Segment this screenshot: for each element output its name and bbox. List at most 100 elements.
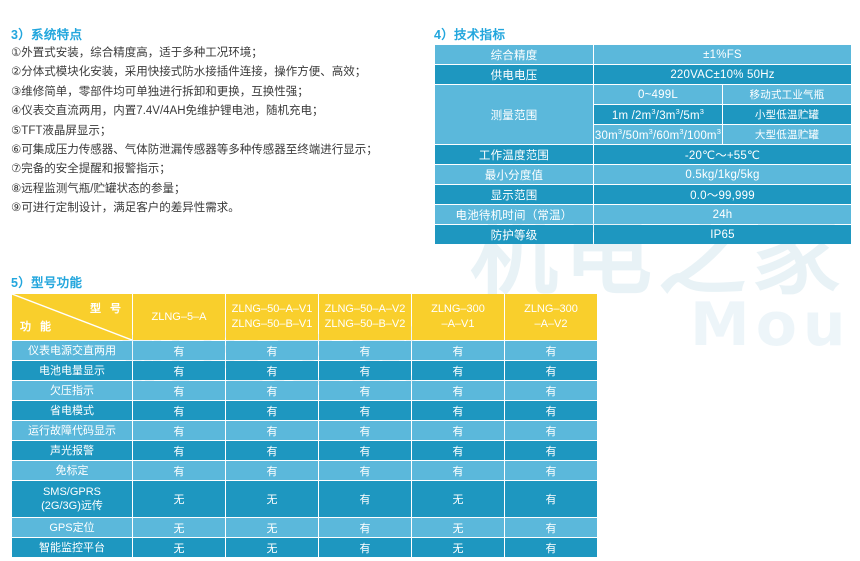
spec-label: 防护等级 <box>435 225 593 244</box>
model-cell: 有 <box>319 401 411 420</box>
model-cell: 有 <box>505 481 597 517</box>
model-cell: 有 <box>133 381 225 400</box>
model-table-row: 免标定有有有有有 <box>12 461 597 480</box>
model-cell: 有 <box>505 441 597 460</box>
model-column-header: ZLNG–5–A <box>133 294 225 340</box>
model-cell: 无 <box>133 538 225 557</box>
spec-row: 30m3/50m3/60m3/100m3 大型低温贮罐 <box>435 125 851 144</box>
model-cell: 有 <box>412 401 504 420</box>
spec-label: 工作温度范围 <box>435 145 593 164</box>
spec-subvalue: 30m3/50m3/60m3/100m3 <box>594 125 722 144</box>
model-cell: 无 <box>412 518 504 537</box>
model-table-row: 省电模式有有有有有 <box>12 401 597 420</box>
model-row-label: 声光报警 <box>12 441 132 460</box>
spec-value: 0.0～99,999 <box>594 185 851 204</box>
model-table-row: 欠压指示有有有有有 <box>12 381 597 400</box>
model-column-header: ZLNG–300 –A–V2 <box>505 294 597 340</box>
spec-value: 220VAC±10% 50Hz <box>594 65 851 84</box>
spec-label: 显示范围 <box>435 185 593 204</box>
model-cell: 有 <box>319 341 411 360</box>
model-cell: 有 <box>319 461 411 480</box>
model-cell: 有 <box>319 481 411 517</box>
spec-row: 电池待机时间（常温） 24h <box>435 205 851 224</box>
spec-label: 综合精度 <box>435 45 593 64</box>
spec-row: 测量范围 0~499L 移动式工业气瓶 <box>435 85 851 144</box>
model-cell: 有 <box>319 538 411 557</box>
model-cell: 有 <box>319 361 411 380</box>
watermark-text-tertiary: Mou <box>690 290 852 360</box>
spec-label: 供电电压 <box>435 65 593 84</box>
spec-value: 24h <box>594 205 851 224</box>
feature-line: ⑨可进行定制设计，满足客户的差异性需求。 <box>11 202 240 215</box>
model-cell: 有 <box>505 538 597 557</box>
model-table-row: SMS/GPRS (2G/3G)远传无无有无有 <box>12 481 597 517</box>
model-cell: 无 <box>412 481 504 517</box>
model-cell: 有 <box>505 381 597 400</box>
spec-subnote: 移动式工业气瓶 <box>723 85 851 104</box>
spec-row: 防护等级 IP65 <box>435 225 851 244</box>
model-cell: 有 <box>226 341 318 360</box>
model-table-row: GPS定位无无有无有 <box>12 518 597 537</box>
model-row-label: 省电模式 <box>12 401 132 420</box>
model-cell: 有 <box>226 381 318 400</box>
model-column-header: ZLNG–300 –A–V1 <box>412 294 504 340</box>
model-cell: 无 <box>412 538 504 557</box>
model-cell: 有 <box>133 461 225 480</box>
model-cell: 有 <box>319 381 411 400</box>
model-column-header: ZLNG–50–A–V1 ZLNG–50–B–V1 <box>226 294 318 340</box>
model-row-label: 运行故障代码显示 <box>12 421 132 440</box>
model-table-row: 声光报警有有有有有 <box>12 441 597 460</box>
spec-label: 测量范围 <box>435 85 593 144</box>
model-cell: 有 <box>133 441 225 460</box>
model-header-row: 型 号功 能 ZLNG–5–A ZLNG–50–A–V1 ZLNG–50–B–V1 ZL… <box>12 294 597 340</box>
spec-subnote: 小型低温贮罐 <box>723 105 851 124</box>
model-cell: 有 <box>319 421 411 440</box>
model-row-label: 免标定 <box>12 461 132 480</box>
spec-row: 工作温度范围 -20℃～+55℃ <box>435 145 851 164</box>
model-cell: 有 <box>133 341 225 360</box>
feature-line: ②分体式模块化安装，采用快接式防水接插件连接，操作方便、高效； <box>11 66 367 79</box>
model-row-label: 智能监控平台 <box>12 538 132 557</box>
model-row-label: SMS/GPRS (2G/3G)远传 <box>12 481 132 517</box>
spec-value: 0.5kg/1kg/5kg <box>594 165 851 184</box>
feature-line: ⑦完备的安全提醒和报警指示； <box>11 163 171 176</box>
model-table-body: 型 号功 能 ZLNG–5–A ZLNG–50–A–V1 ZLNG–50–B–V1 ZL… <box>12 294 597 557</box>
model-table-row: 运行故障代码显示有有有有有 <box>12 421 597 440</box>
spec-row: 最小分度值 0.5kg/1kg/5kg <box>435 165 851 184</box>
model-table-row: 仪表电源交直两用有有有有有 <box>12 341 597 360</box>
model-cell: 有 <box>505 401 597 420</box>
diagonal-divider-icon <box>12 294 132 340</box>
model-cell: 有 <box>505 421 597 440</box>
model-column-header: ZLNG–50–A–V2 ZLNG–50–B–V2 <box>319 294 411 340</box>
spec-row: 供电电压 220VAC±10% 50Hz <box>435 65 851 84</box>
spec-label: 电池待机时间（常温） <box>435 205 593 224</box>
spec-row: 显示范围 0.0～99,999 <box>435 185 851 204</box>
features-list: ①外置式安装，综合精度高，适于多种工况环境； ②分体式模块化安装，采用快接式防水接… <box>11 44 426 219</box>
model-cell: 有 <box>319 518 411 537</box>
feature-line: ⑤TFT液晶屏显示； <box>11 124 112 137</box>
model-table-row: 智能监控平台无无有无有 <box>12 538 597 557</box>
model-row-label: GPS定位 <box>12 518 132 537</box>
feature-line: ⑧远程监测气瓶/贮罐状态的参量； <box>11 182 186 195</box>
spec-row: 1m /2m3/3m3/5m3 小型低温贮罐 <box>435 105 851 124</box>
spec-section-title: 4）技术指标 <box>434 28 506 42</box>
model-cell: 有 <box>505 341 597 360</box>
spec-table-body: 综合精度 ±1%FS 供电电压 220VAC±10% 50Hz 测量范围 0~499L 移动… <box>435 45 851 244</box>
model-cell: 有 <box>412 441 504 460</box>
model-cell: 无 <box>226 518 318 537</box>
model-cell: 有 <box>226 401 318 420</box>
model-cell: 无 <box>226 538 318 557</box>
function-axis-label: 功 能 <box>20 321 55 333</box>
spec-subnote: 大型低温贮罐 <box>723 125 851 144</box>
model-table-corner-cell: 型 号功 能 <box>12 294 132 340</box>
model-function-table: 型 号功 能 ZLNG–5–A ZLNG–50–A–V1 ZLNG–50–B–V1 ZL… <box>11 293 598 558</box>
model-cell: 有 <box>226 461 318 480</box>
model-cell: 有 <box>412 381 504 400</box>
spec-value: -20℃～+55℃ <box>594 145 851 164</box>
feature-line: ①外置式安装，综合精度高，适于多种工况环境； <box>11 47 263 59</box>
spec-value: ±1%FS <box>594 45 851 64</box>
spec-row: 综合精度 ±1%FS <box>435 45 851 64</box>
model-cell: 有 <box>412 361 504 380</box>
model-cell: 有 <box>319 441 411 460</box>
model-cell: 有 <box>133 401 225 420</box>
